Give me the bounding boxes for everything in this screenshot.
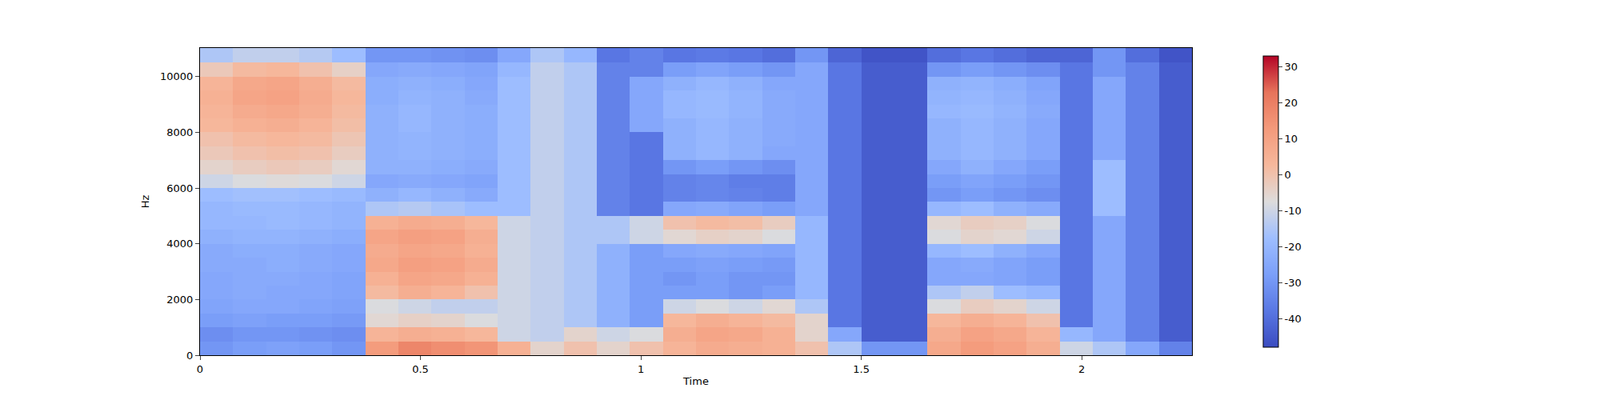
svg-text:0: 0 — [186, 349, 193, 362]
svg-text:10000: 10000 — [160, 70, 193, 83]
svg-text:2000: 2000 — [166, 293, 193, 306]
svg-text:10: 10 — [1284, 132, 1299, 145]
svg-text:6000: 6000 — [166, 182, 193, 195]
svg-text:8000: 8000 — [166, 126, 193, 139]
svg-text:0: 0 — [196, 363, 204, 376]
svg-text:30: 30 — [1284, 60, 1299, 73]
svg-text:1: 1 — [637, 363, 644, 376]
svg-text:-10: -10 — [1284, 204, 1302, 217]
svg-text:Hz: Hz — [139, 195, 152, 209]
svg-text:Time: Time — [682, 375, 709, 388]
svg-text:4000: 4000 — [166, 237, 193, 250]
svg-text:-20: -20 — [1284, 240, 1302, 253]
svg-text:20: 20 — [1284, 96, 1299, 109]
svg-text:-40: -40 — [1284, 312, 1302, 325]
svg-text:1.5: 1.5 — [852, 363, 870, 376]
svg-text:-30: -30 — [1284, 276, 1302, 289]
svg-text:2: 2 — [1078, 363, 1085, 376]
svg-text:0.5: 0.5 — [412, 363, 429, 376]
svg-text:0: 0 — [1284, 168, 1292, 181]
